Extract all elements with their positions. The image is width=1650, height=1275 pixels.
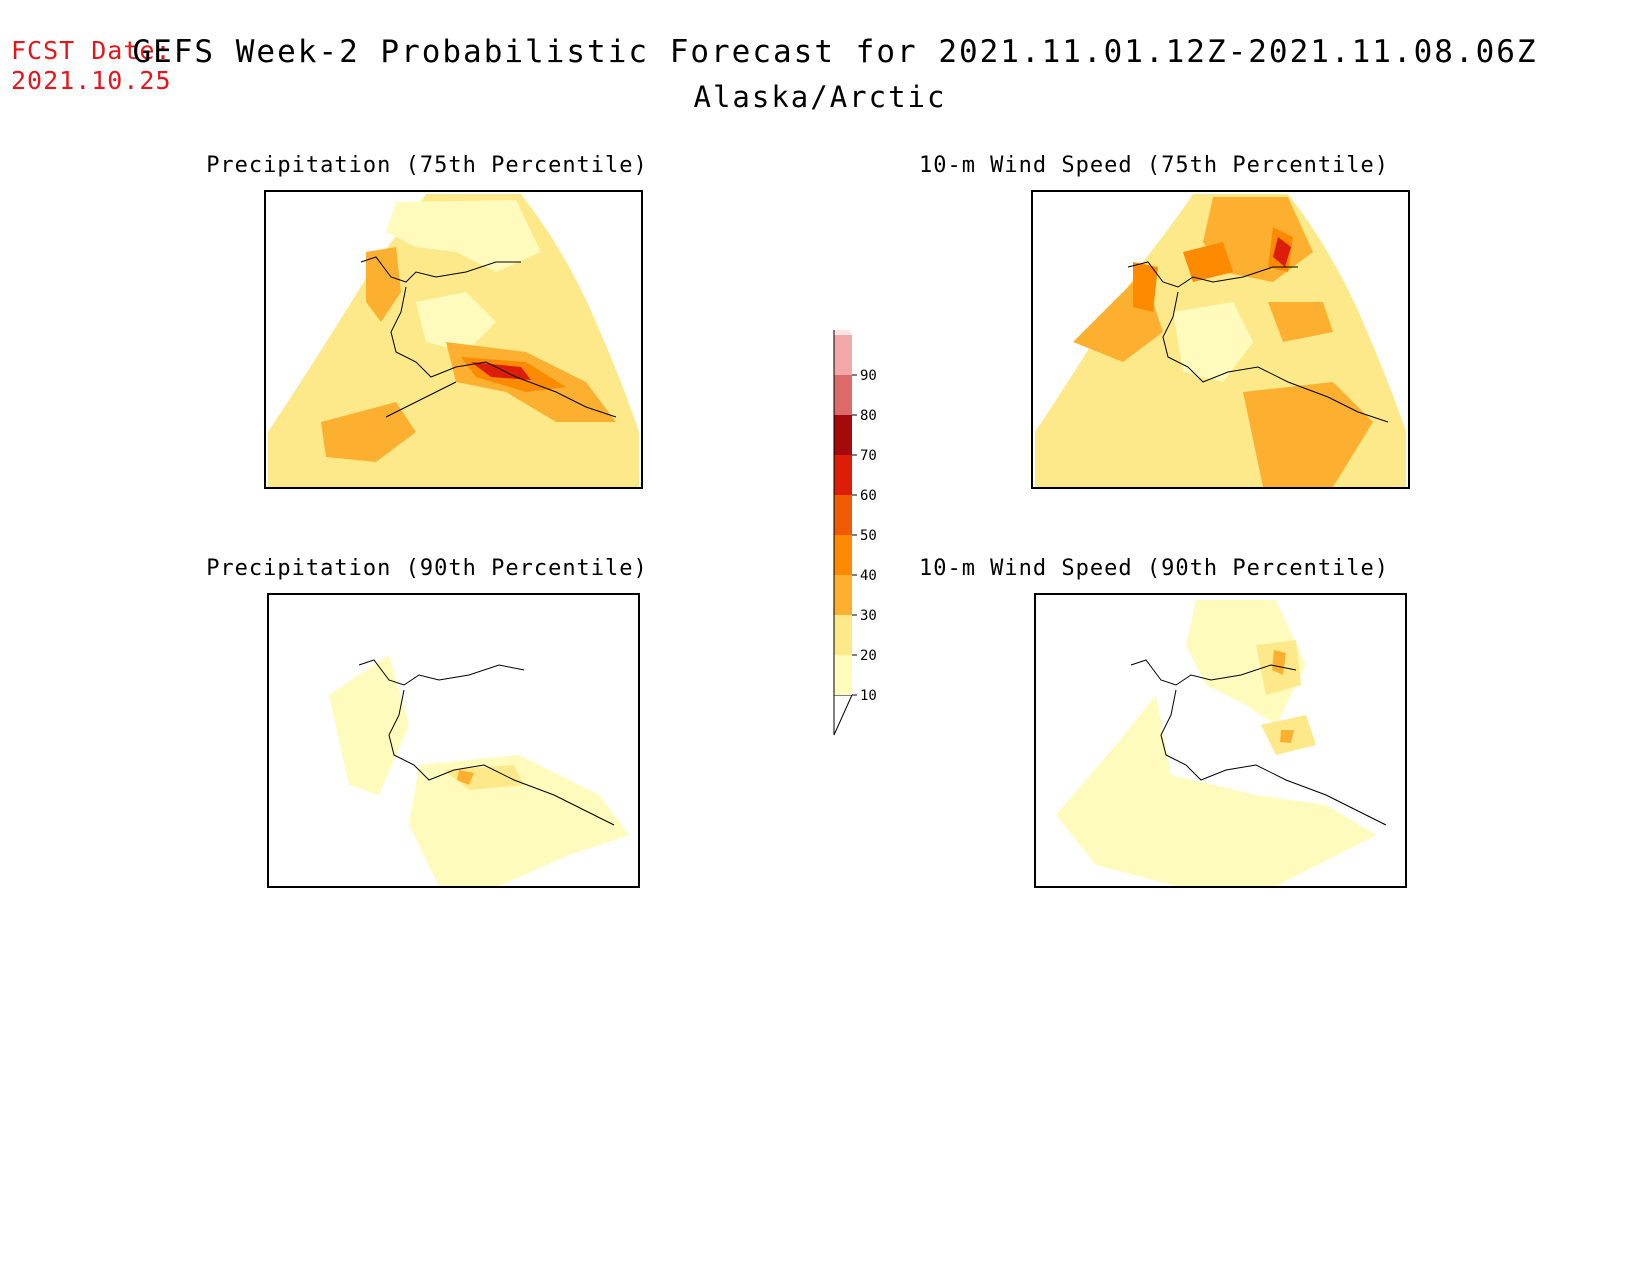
forecast-date-block: FCST Date: 2021.10.25 [11,36,172,96]
alaska-coastline [360,256,617,418]
colorbar-tick-label: 50 [860,528,877,544]
wind-30-area [1280,730,1294,743]
colorbar-tick-label: 90 [860,368,877,384]
colorbar-lower-triangle [833,694,853,736]
colorbar-segment [834,335,852,375]
precip-10-area [409,755,629,886]
colorbar-segment [834,330,852,335]
colorbar-tick-label: 20 [860,648,877,664]
colorbar-segment [834,375,852,415]
precip-10-area [329,655,409,795]
precip-10-area [386,200,541,272]
alaska-coastline [1130,659,1387,826]
wind-30-area [1272,650,1286,675]
wind-30-area [1268,302,1333,342]
region-subtitle: Alaska/Arctic [693,80,947,114]
wind-10-area [1186,600,1306,725]
colorbar-segment [834,535,852,575]
wind-50-area [1273,237,1291,267]
precip90-title: Precipitation (90th Percentile) [206,556,648,581]
wind-40-area [1133,262,1158,312]
colorbar-segment [834,655,852,695]
colorbar-tick-label: 70 [860,448,877,464]
colorbar-tick-label: 30 [860,608,877,624]
colorbar-segment [834,415,852,455]
alaska-coastline [1127,261,1389,423]
forecast-date-value: 2021.10.25 [11,66,172,95]
legend-colorbar: 10 20 30 40 50 60 70 80 90 [833,330,877,736]
page-title: GEFS Week-2 Probabilistic Forecast for 2… [132,34,1538,70]
wind-10-area [1056,695,1376,886]
wind75-title: 10-m Wind Speed (75th Percentile) [918,153,1390,178]
wind75-map [1031,190,1410,489]
precip-30-area [321,402,416,462]
precip-30-area [457,770,474,785]
colorbar-tick-label: 40 [860,568,877,584]
colorbar-tick-label: 60 [860,488,877,504]
wind-30-area [1243,382,1373,487]
precip90-map [267,593,640,888]
wind-10-area [1173,302,1253,382]
colorbar-tick-label: 10 [860,688,877,704]
wind90-map [1034,593,1407,888]
precip-10-area [416,292,496,352]
wind-40-area [1183,242,1233,282]
alaska-coastline [358,659,615,826]
colorbar-segment [834,455,852,495]
colorbar-segment [834,615,852,655]
wind90-title: 10-m Wind Speed (90th Percentile) [918,556,1390,581]
precip-30-area [366,247,401,322]
precip-50-area [471,362,531,380]
precip75-map [264,190,643,489]
colorbar-segment [834,575,852,615]
precip75-title: Precipitation (75th Percentile) [206,153,648,178]
forecast-date-label: FCST Date: [11,36,172,65]
colorbar-segment [834,495,852,535]
colorbar-tick-label: 80 [860,408,877,424]
